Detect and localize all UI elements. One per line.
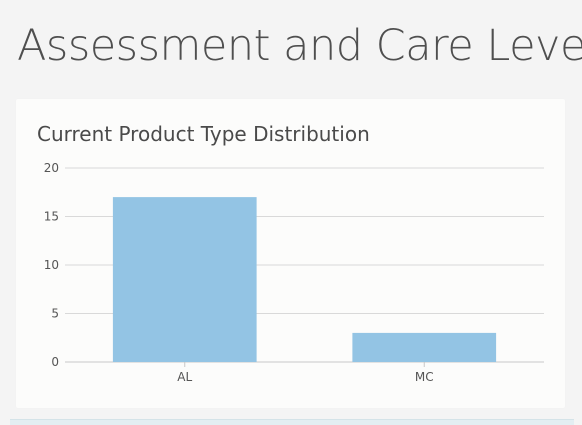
bar-mc[interactable] — [352, 332, 497, 362]
y-tick-label: 10 — [44, 258, 59, 272]
x-tick-label: AL — [177, 370, 192, 384]
y-tick-label: 0 — [51, 355, 59, 369]
bar-al[interactable] — [112, 197, 257, 362]
chart-title: Current Product Type Distribution — [37, 122, 370, 146]
y-tick-label: 20 — [44, 161, 59, 175]
axes: 0 5 10 15 20 AL MC — [44, 161, 434, 384]
bar-chart: 0 5 10 15 20 AL MC — [44, 161, 544, 384]
chart-card: Current Product Type Distribution 0 5 10 15… — [16, 99, 565, 408]
page-title: Assessment and Care Level — [17, 21, 582, 71]
x-tick-label: MC — [415, 370, 434, 384]
bars — [112, 197, 497, 362]
y-tick-label: 15 — [44, 210, 59, 224]
next-panel-edge — [10, 419, 574, 425]
y-tick-label: 5 — [51, 307, 59, 321]
